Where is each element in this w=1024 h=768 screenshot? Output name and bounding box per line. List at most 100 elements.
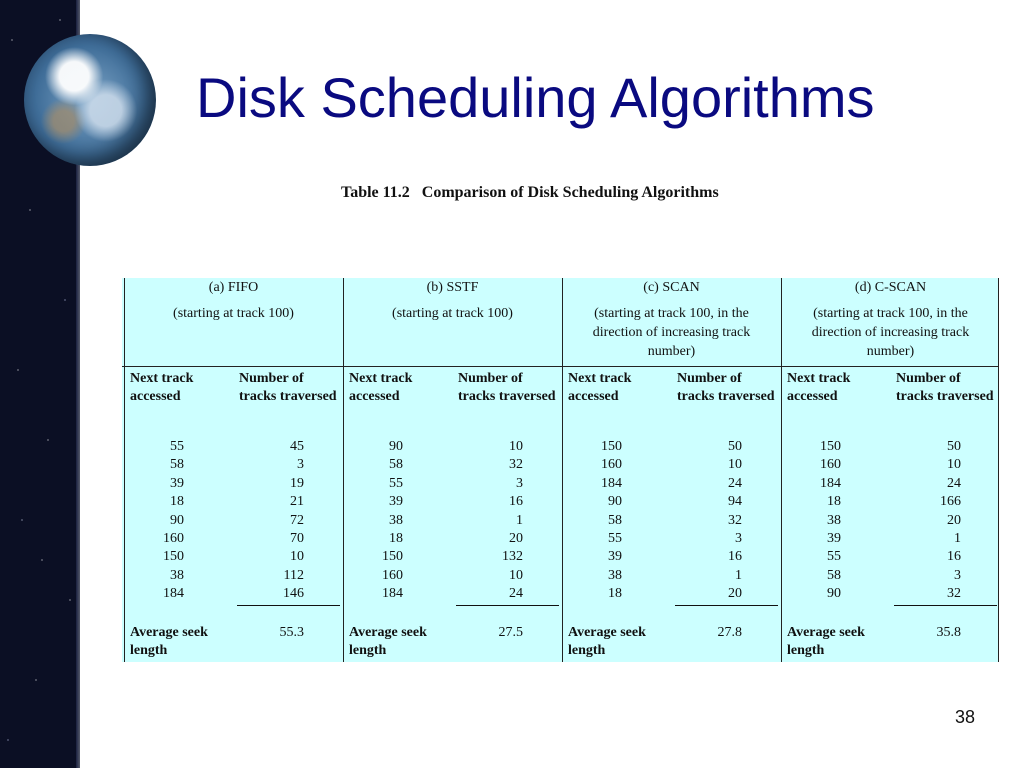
table-column-divider xyxy=(998,278,999,662)
next-track-value: 58 xyxy=(608,512,622,528)
table-row: 160 10 xyxy=(781,456,1000,474)
tracks-traversed-value: 3 xyxy=(954,567,961,583)
next-track-value: 18 xyxy=(389,531,403,546)
sum-underline xyxy=(456,605,559,606)
table-row: 160 70 xyxy=(124,530,343,548)
next-track-value: 150 xyxy=(820,439,841,454)
table-row: 150 10 xyxy=(124,548,343,566)
tracks-traversed-value: 10 xyxy=(947,457,961,473)
next-track-value: 58 xyxy=(827,567,841,583)
table-row: 55 16 xyxy=(781,548,1000,566)
algorithm-title: (a) FIFO xyxy=(208,280,259,295)
table-row: 38 1 xyxy=(343,512,562,530)
tracks-traversed-value: 10 xyxy=(509,567,523,583)
tracks-traversed-value: 45 xyxy=(290,439,304,454)
next-track-value: 160 xyxy=(601,457,622,473)
next-track-value: 38 xyxy=(608,567,622,583)
page-number: 38 xyxy=(954,707,975,727)
table-row: 90 94 xyxy=(562,493,781,511)
algorithm-title: (d) C-SCAN xyxy=(854,280,927,295)
table-row: 39 16 xyxy=(343,493,562,511)
tracks-traversed-value: 3 xyxy=(297,457,304,473)
average-seek-value: 55.3 xyxy=(279,625,305,640)
tracks-traversed-value: 112 xyxy=(283,567,304,583)
next-track-value: 90 xyxy=(170,512,184,528)
table-column-divider xyxy=(124,278,125,662)
average-seek-label: Average seek length xyxy=(787,625,865,658)
next-track-value: 38 xyxy=(827,512,841,528)
tracks-traversed-value: 20 xyxy=(509,531,523,546)
next-track-value: 55 xyxy=(170,439,184,454)
tracks-traversed-value: 3 xyxy=(516,475,523,491)
tracks-traversed-value: 3 xyxy=(735,531,742,546)
tracks-traversed-value: 32 xyxy=(728,512,742,528)
table-row: 18 166 xyxy=(781,493,1000,511)
tracks-traversed-value: 1 xyxy=(516,512,523,528)
table-row: 184 24 xyxy=(562,475,781,493)
table-row: 58 32 xyxy=(562,512,781,530)
next-track-value: 150 xyxy=(382,549,403,565)
header-tracks-traversed: Number of tracks traversed xyxy=(239,371,337,404)
tracks-traversed-value: 1 xyxy=(954,531,961,546)
header-tracks-traversed: Number of tracks traversed xyxy=(458,371,556,404)
algorithm-start-note: (starting at track 100, in the direction… xyxy=(811,306,970,359)
table-row: 55 45 xyxy=(124,438,343,456)
table-row: 90 10 xyxy=(343,438,562,456)
table-row: 90 72 xyxy=(124,512,343,530)
next-track-value: 55 xyxy=(389,475,403,491)
tracks-traversed-value: 50 xyxy=(947,439,961,454)
next-track-value: 58 xyxy=(170,457,184,473)
tracks-traversed-value: 146 xyxy=(283,586,304,602)
table-row: 184 24 xyxy=(781,475,1000,493)
header-next-track: Next track accessed xyxy=(130,371,194,404)
table-column-divider xyxy=(343,278,344,662)
table-header-divider xyxy=(122,366,999,367)
earth-globe-image xyxy=(24,34,156,166)
average-seek-label: Average seek length xyxy=(130,625,208,658)
table-row: 55 3 xyxy=(562,530,781,548)
algorithm-start-note: (starting at track 100, in the direction… xyxy=(592,306,751,359)
next-track-value: 55 xyxy=(608,531,622,546)
next-track-value: 90 xyxy=(608,494,622,510)
tracks-traversed-value: 132 xyxy=(502,549,523,565)
table-number: Table 11.2 xyxy=(341,184,410,201)
next-track-value: 39 xyxy=(608,549,622,565)
table-row: 58 3 xyxy=(124,456,343,474)
table-row: 39 1 xyxy=(781,530,1000,548)
table-row: 38 20 xyxy=(781,512,1000,530)
tracks-traversed-value: 16 xyxy=(509,494,523,510)
sum-underline xyxy=(237,605,340,606)
table-row: 38 112 xyxy=(124,567,343,585)
table-row: 160 10 xyxy=(562,456,781,474)
next-track-value: 38 xyxy=(170,567,184,583)
average-seek-value: 35.8 xyxy=(936,625,962,640)
table-row: 58 32 xyxy=(343,456,562,474)
tracks-traversed-value: 10 xyxy=(290,549,304,565)
next-track-value: 90 xyxy=(389,439,403,454)
algorithm-column: (c) SCAN (starting at track 100, in the d… xyxy=(562,278,781,662)
average-seek-value: 27.8 xyxy=(717,625,743,640)
table-row: 160 10 xyxy=(343,567,562,585)
algorithm-column: (b) SSTF (starting at track 100) Next trac… xyxy=(343,278,562,662)
next-track-value: 160 xyxy=(820,457,841,473)
average-seek-label: Average seek length xyxy=(568,625,646,658)
next-track-value: 150 xyxy=(601,439,622,454)
average-seek-label: Average seek length xyxy=(349,625,427,658)
algorithm-title: (c) SCAN xyxy=(643,280,700,295)
header-next-track: Next track accessed xyxy=(787,371,851,404)
tracks-traversed-value: 24 xyxy=(947,475,961,491)
next-track-value: 38 xyxy=(389,512,403,528)
table-row: 18 20 xyxy=(343,530,562,548)
algorithm-start-note: (starting at track 100) xyxy=(173,306,294,321)
table-row: 55 3 xyxy=(343,475,562,493)
slide-title: Disk Scheduling Algorithms xyxy=(196,66,875,129)
next-track-value: 39 xyxy=(170,475,184,491)
sum-underline xyxy=(894,605,997,606)
algorithm-column: (a) FIFO (starting at track 100) Next trac… xyxy=(124,278,343,662)
sum-underline xyxy=(675,605,778,606)
table-row: 90 32 xyxy=(781,585,1000,603)
header-tracks-traversed: Number of tracks traversed xyxy=(677,371,775,404)
next-track-value: 90 xyxy=(827,586,841,602)
tracks-traversed-value: 20 xyxy=(728,586,742,602)
tracks-traversed-value: 19 xyxy=(290,475,304,491)
